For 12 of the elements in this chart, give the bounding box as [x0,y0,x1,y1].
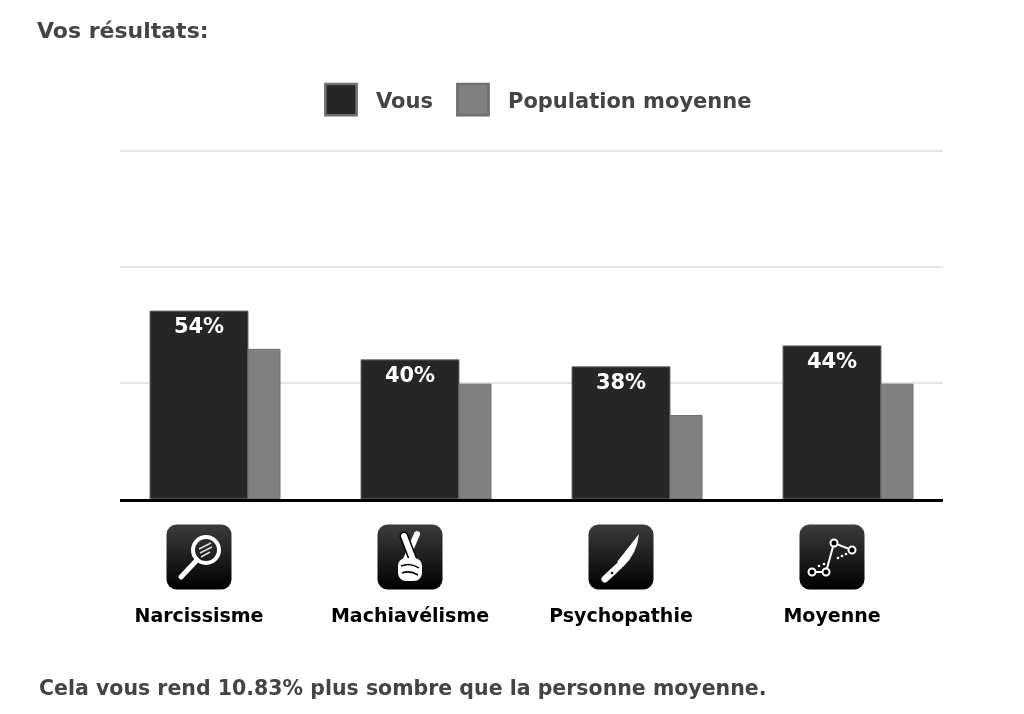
text: Cela vous rend 10.83% plus sombre que la personne moyenne. [39,676,767,700]
data-label: 40% [384,362,436,387]
data-label: 38% [595,369,647,394]
x-tick-label: Moyenne [783,604,881,627]
data-label: 44% [806,348,858,373]
legend-label: Population moyenne [507,88,752,113]
x-tick-label: Machiavélisme [330,604,490,627]
data-label: 54% [173,314,225,339]
chart-title: Vos résultats: [37,17,209,43]
x-tick-label: Narcissisme [134,604,264,627]
x-tick-label: Psychopathie [549,604,693,627]
legend-label: Vous [376,88,433,113]
